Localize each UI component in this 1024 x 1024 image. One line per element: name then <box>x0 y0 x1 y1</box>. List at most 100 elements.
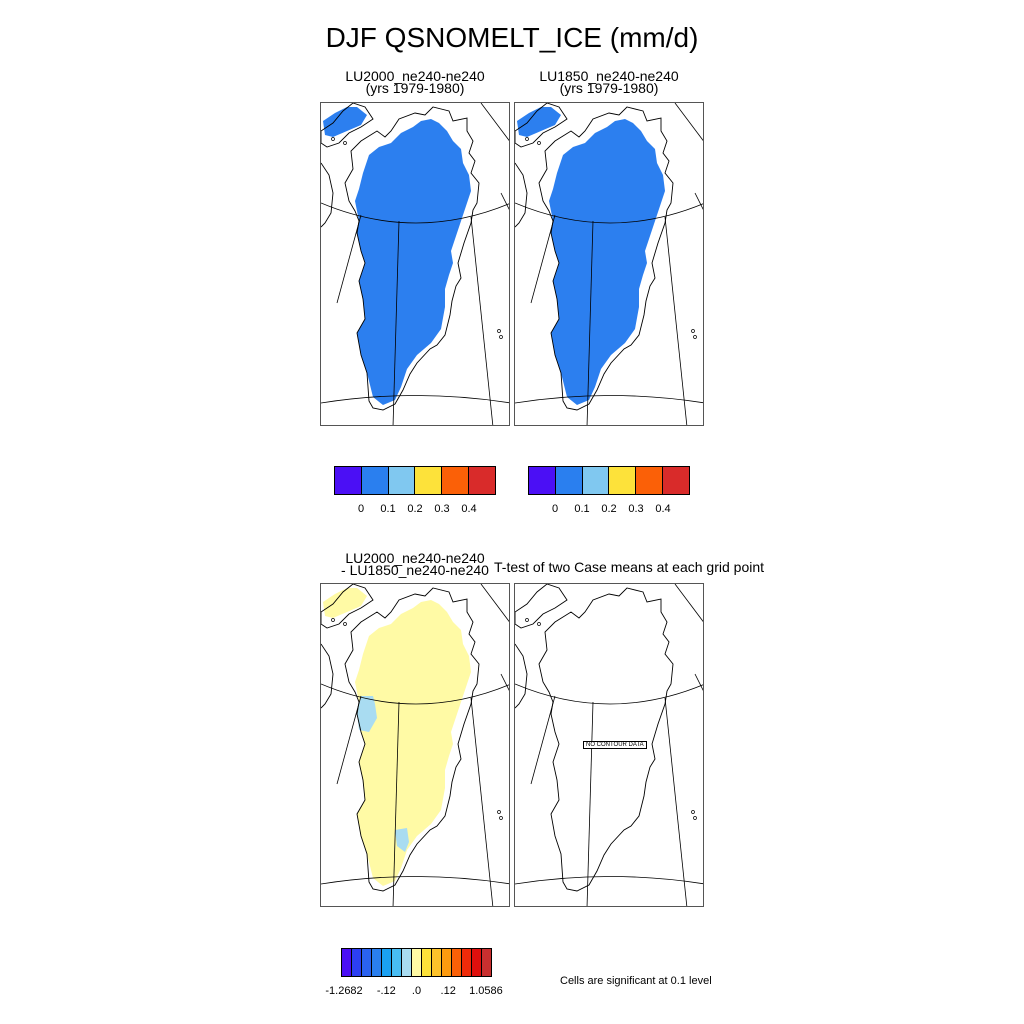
graticule-line <box>470 216 494 425</box>
significance-note: Cells are significant at 0.1 level <box>560 975 712 987</box>
graticule-line <box>480 584 509 622</box>
colorbar-swatch <box>372 949 382 976</box>
colorbar-swatch <box>432 949 442 976</box>
island <box>693 335 697 339</box>
coastline <box>538 587 674 892</box>
island <box>525 137 529 141</box>
colorbar-swatch <box>482 949 491 976</box>
colorbar-swatch <box>462 949 472 976</box>
panel-title-bottom-left: LU2000_ne240-ne240 - LU1850_ne240-ne240 <box>320 550 510 578</box>
panel-title-top-right: LU1850_ne240-ne240 (yrs 1979-1980) <box>514 68 704 96</box>
panel-title-line1: LU1850_ne240-ne240 <box>539 68 679 84</box>
colorbar-swatch <box>442 467 470 494</box>
colorbar-swatch <box>335 467 362 494</box>
coastline <box>321 584 374 629</box>
melt-field <box>549 119 665 405</box>
graticule-line <box>530 695 556 785</box>
colorbar-top-left <box>334 466 496 495</box>
graticule-line <box>586 701 594 906</box>
colorbar-swatch <box>555 467 583 494</box>
graticule-line <box>694 192 703 210</box>
no-contour-data-label: NO CONTOUR DATA <box>583 741 647 749</box>
difference-field-negative <box>395 828 409 852</box>
colorbar-difference <box>341 948 492 977</box>
colorbar-tick-label: 0.4 <box>461 503 477 515</box>
coastline <box>344 106 480 411</box>
melt-field-nw <box>323 107 367 137</box>
greenland-map <box>515 103 703 425</box>
colorbar-top-left-labels: 0 0.1 0.2 0.3 0.4 <box>334 503 496 517</box>
island <box>331 137 335 141</box>
melt-field-nw <box>517 107 561 137</box>
panel-title-line1: LU2000_ne240-ne240 <box>345 68 485 84</box>
graticule-line <box>321 683 509 705</box>
map-panel-difference <box>320 583 510 907</box>
colorbar-swatch <box>529 467 556 494</box>
graticule-line <box>515 876 703 885</box>
colorbar-top-right <box>528 466 690 495</box>
colorbar-tick-label: 0.2 <box>601 503 617 515</box>
graticule-line <box>530 214 556 304</box>
island <box>525 618 529 622</box>
island <box>691 329 695 333</box>
colorbar-swatch <box>342 949 352 976</box>
graticule-line <box>500 192 509 210</box>
colorbar-tick-label: 0 <box>357 503 365 515</box>
island <box>537 141 541 145</box>
colorbar-tick-label: 0.3 <box>628 503 644 515</box>
island <box>331 618 335 622</box>
greenland-map <box>321 584 509 906</box>
colorbar-tick-label: 0.1 <box>574 503 590 515</box>
colorbar-swatch <box>382 949 392 976</box>
graticule-line <box>321 395 509 404</box>
graticule-line <box>674 103 703 141</box>
map-panel-ttest: NO CONTOUR DATA <box>514 583 704 907</box>
map-panel-lu1850 <box>514 102 704 426</box>
graticule-line <box>515 683 703 705</box>
panel-title-top-left: LU2000_ne240-ne240 (yrs 1979-1980) <box>320 68 510 95</box>
colorbar-swatch <box>388 467 416 494</box>
colorbar-top-right-labels: 0 0.1 0.2 0.3 0.4 <box>528 503 690 517</box>
graticule-line <box>674 584 703 622</box>
colorbar-swatch <box>362 949 372 976</box>
colorbar-swatch <box>415 467 443 494</box>
colorbar-swatch <box>412 949 422 976</box>
colorbar-swatch <box>361 467 389 494</box>
panel-title-bottom-right: T-test of two Case means at each grid po… <box>494 559 765 575</box>
panel-title-line2: (yrs 1979-1980) <box>559 80 659 96</box>
coastline-canada <box>321 162 334 228</box>
colorbar-tick-label: 0 <box>551 503 559 515</box>
graticule-line <box>336 695 362 785</box>
island <box>499 335 503 339</box>
colorbar-tick-label: 1.0586 <box>469 985 503 997</box>
graticule-line <box>586 220 594 425</box>
graticule-line <box>515 395 703 404</box>
difference-field-nw <box>323 588 367 618</box>
coastline-canada <box>515 643 528 709</box>
colorbar-tick-label: -1.2682 <box>325 985 363 997</box>
coastline-canada <box>321 643 334 709</box>
colorbar-difference-labels: -1.2682 -.12 .0 .12 1.0586 <box>325 985 502 999</box>
map-panel-lu2000 <box>320 102 510 426</box>
colorbar-swatch <box>442 949 452 976</box>
panel-title-line1: LU2000_ne240-ne240 <box>345 550 485 566</box>
page-title: DJF QSNOMELT_ICE (mm/d) <box>325 22 699 53</box>
colorbar-tick-label: -.12 <box>376 985 396 997</box>
colorbar-swatch <box>402 949 412 976</box>
colorbar-swatch <box>663 467 689 494</box>
island <box>343 141 347 145</box>
colorbar-swatch <box>609 467 637 494</box>
island <box>537 622 541 626</box>
colorbar-tick-label: 0.3 <box>434 503 450 515</box>
coastline-canada <box>515 162 528 228</box>
graticule-line <box>321 876 509 885</box>
graticule-line <box>392 220 400 425</box>
island <box>499 816 503 820</box>
colorbar-tick-label: .0 <box>411 985 422 997</box>
graticule-line <box>664 216 688 425</box>
panel-title-line2: - LU1850_ne240-ne240 <box>341 562 489 578</box>
colorbar-swatch <box>422 949 432 976</box>
coastline <box>344 587 480 892</box>
coastline <box>538 106 674 411</box>
colorbar-swatch <box>472 949 482 976</box>
